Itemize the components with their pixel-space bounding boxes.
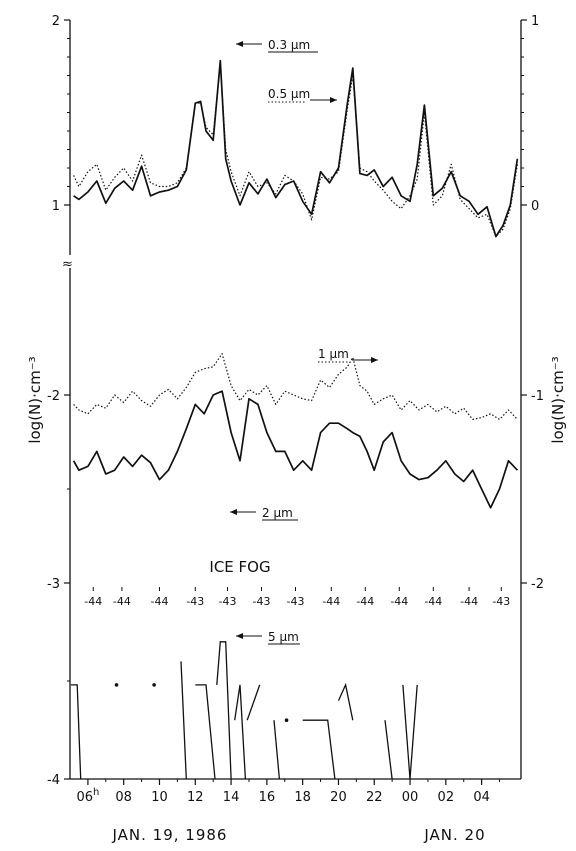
lower-5um-segment: [409, 684, 418, 780]
right-tick-label: 1: [531, 14, 539, 29]
ice-fog-temperature: -44: [460, 595, 478, 608]
x-tick-label: 04: [473, 790, 490, 805]
series-layer: [70, 59, 519, 780]
lower-5um-segment: [246, 684, 261, 721]
x-tick-superscript: h: [93, 787, 99, 798]
x-tick-label: 10: [151, 790, 168, 805]
lower-5um-segment: [337, 682, 354, 721]
label-0p5um-arrow-head: [330, 97, 337, 103]
lower-5um-segment: [273, 720, 281, 780]
label-0p3um: 0.3 µm: [268, 38, 310, 52]
left-tick-label: 1: [52, 199, 60, 214]
ice-fog-temperature: -44: [150, 595, 168, 608]
lower-5um-point: [284, 718, 289, 722]
left-tick-label: -2: [47, 389, 60, 404]
ice-fog-temperature: -44: [322, 595, 340, 608]
ice-fog-temperature: -43: [287, 595, 305, 608]
ice-fog-temperature: -43: [253, 595, 271, 608]
label-1um: 1 µm: [318, 347, 349, 361]
label-0p3um-arrow-head: [236, 41, 243, 47]
ice-fog-label: ICE FOG: [209, 558, 270, 576]
lower-5um-point: [114, 683, 119, 687]
axis-break-mark: ≈: [62, 257, 73, 272]
lower-5um-segment: [216, 641, 232, 780]
lower-5um-segment: [302, 719, 336, 780]
right-tick-label: -1: [531, 389, 544, 404]
y-axis-label-left: log(N)·cm⁻³: [26, 356, 44, 443]
ice-fog-temperature: -44: [113, 595, 131, 608]
ice-fog-temperature: -43: [219, 595, 237, 608]
y-axis-label-right: log(N)·cm⁻³: [549, 356, 567, 443]
ice-fog-temperature: -44: [84, 595, 102, 608]
ice-fog-temperature: -43: [492, 595, 510, 608]
lower-5um-segment: [234, 684, 247, 780]
x-tick-label: 12: [187, 790, 204, 805]
lower-5um-segment: [70, 684, 82, 780]
right-tick-label: -2: [531, 577, 544, 592]
left-tick-label: -3: [47, 577, 60, 592]
lower-5um-point: [152, 683, 156, 687]
ice-fog-temperature: -44: [356, 595, 374, 608]
date-label-jan20: JAN. 20: [423, 826, 485, 844]
x-tick-label: 18: [294, 790, 311, 805]
ice-fog-temperature: -44: [390, 595, 408, 608]
x-tick-label: 02: [438, 790, 455, 805]
label-2um: 2 µm: [262, 506, 293, 520]
ice-fog-temperature: -44: [424, 595, 442, 608]
right-tick-label: 0: [531, 199, 539, 214]
date-label-jan19: JAN. 19, 1986: [112, 826, 228, 844]
label-5um-arrow-head: [236, 633, 243, 639]
label-2um-arrow-head: [230, 509, 237, 515]
lower-5um-segment: [180, 661, 187, 780]
label-1um-arrow-head: [371, 357, 378, 363]
plot-frame: ≈: [62, 20, 522, 780]
middle-1um-series-line: [73, 353, 518, 420]
x-tick-label: 06h: [76, 787, 99, 805]
middle-2um-series-line: [72, 390, 519, 509]
x-tick-label: 08: [115, 790, 132, 805]
x-tick-label: 20: [330, 790, 347, 805]
label-0p5um: 0.5 µm: [268, 87, 310, 101]
label-5um: 5 µm: [268, 630, 299, 644]
x-tick-label: 16: [259, 790, 276, 805]
left-tick-label: -4: [47, 773, 60, 788]
x-tick-label: 00: [402, 790, 419, 805]
left-tick-label: 2: [52, 14, 60, 29]
x-tick-label: 14: [223, 790, 240, 805]
ice-fog-temperature: -43: [186, 595, 204, 608]
x-tick-label: 22: [366, 790, 383, 805]
lower-5um-segment: [384, 720, 393, 780]
upper-0p5um-series-line: [73, 63, 518, 238]
lower-5um-segment: [402, 684, 411, 780]
lower-5um-segment: [195, 684, 216, 780]
chart-labels: log(N)·cm⁻³ log(N)·cm⁻³ JAN. 19, 1986 JAN. …: [26, 38, 567, 844]
